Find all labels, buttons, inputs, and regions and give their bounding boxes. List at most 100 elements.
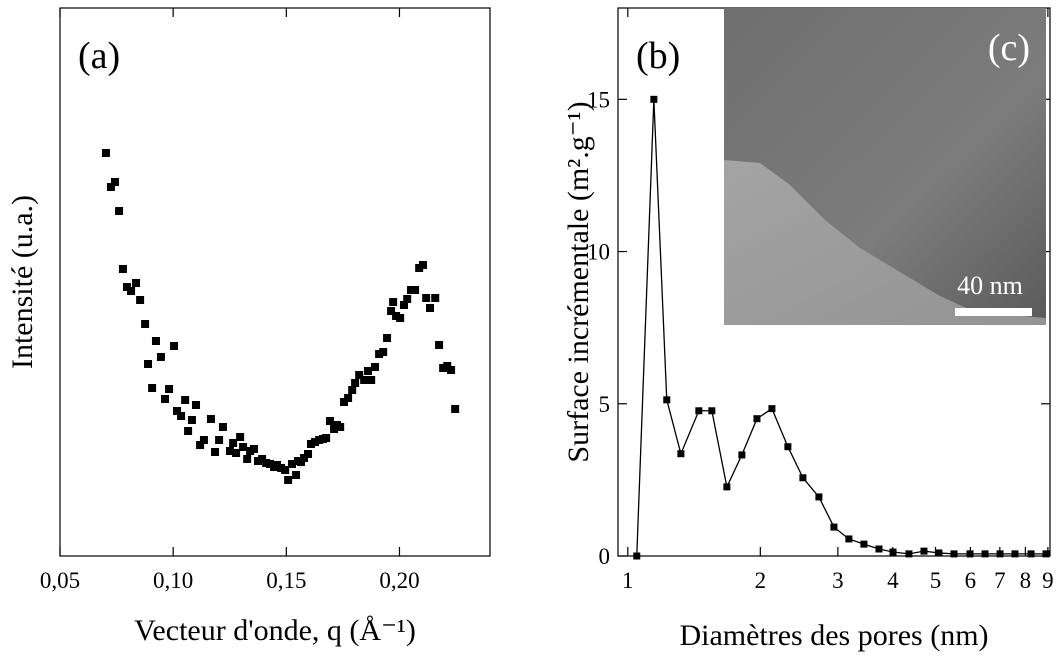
data-point: [677, 450, 685, 458]
data-point: [439, 364, 448, 372]
data-point: [127, 287, 136, 295]
data-point: [996, 550, 1004, 558]
y-tick-label: 10: [587, 240, 610, 265]
data-point: [173, 407, 182, 415]
data-point: [435, 341, 444, 349]
data-point: [411, 286, 420, 294]
data-point: [106, 183, 115, 191]
data-point: [738, 451, 746, 459]
data-point: [322, 434, 331, 442]
data-point: [695, 407, 703, 415]
scale-bar: [955, 308, 1032, 316]
data-point: [196, 441, 205, 449]
data-point: [277, 464, 286, 472]
data-point: [768, 405, 776, 413]
data-point: [355, 371, 364, 379]
data-point: [371, 363, 380, 371]
data-point: [375, 350, 384, 358]
data-point: [306, 440, 315, 448]
data-point: [192, 401, 201, 409]
data-point: [340, 398, 349, 406]
data-point: [1011, 550, 1019, 558]
data-point: [815, 493, 823, 501]
data-point: [348, 386, 357, 394]
data-point: [367, 376, 376, 384]
x-tick-label: 7: [994, 568, 1006, 593]
data-point: [379, 348, 388, 356]
plots: 0,05 0,10 0,15 0,20 (a) Vecteur d'onde, q (Å⁻…: [6, 7, 1054, 652]
scale-bar-label: 40 nm: [957, 271, 1023, 300]
data-point: [187, 416, 196, 424]
data-point: [110, 178, 119, 186]
data-point: [351, 379, 360, 387]
x-axis-label: Diamètres des pores (nm): [679, 619, 988, 652]
data-point: [156, 353, 165, 361]
data-point: [784, 443, 792, 451]
data-point: [396, 314, 405, 322]
data-point: [392, 312, 401, 320]
y-axis-label: Intensité (u.a.): [6, 195, 39, 369]
data-point: [218, 423, 227, 431]
x-tick-label: 6: [965, 568, 977, 593]
x-tick-label: 8: [1020, 568, 1032, 593]
data-point: [708, 407, 716, 415]
x-tick-label: 0,15: [266, 568, 306, 593]
data-point: [118, 265, 127, 273]
x-tick-label: 2: [755, 568, 767, 593]
x-axis-label: Vecteur d'onde, q (Å⁻¹): [134, 614, 416, 647]
data-point: [151, 337, 160, 345]
data-point: [287, 460, 296, 468]
data-point: [633, 552, 641, 560]
data-point: [258, 455, 267, 463]
data-point: [215, 436, 224, 444]
data-point: [311, 438, 320, 446]
data-point: [389, 298, 398, 306]
data-point: [753, 415, 761, 423]
data-point: [299, 454, 308, 462]
data-point: [249, 445, 258, 453]
data-point: [132, 279, 141, 287]
data-point: [966, 550, 974, 558]
panel-label: (b): [636, 35, 680, 77]
data-point: [860, 540, 868, 548]
data-point: [663, 396, 671, 404]
data-point: [304, 450, 313, 458]
x-tick-label: 4: [887, 568, 899, 593]
data-point: [1042, 550, 1050, 558]
data-point: [920, 547, 928, 555]
inset-image: 40 nm (c): [724, 8, 1046, 325]
data-point: [181, 396, 190, 404]
data-point: [407, 286, 416, 294]
data-point: [101, 149, 110, 157]
data-point: [177, 412, 186, 420]
data-point: [723, 483, 731, 491]
data-point: [1027, 550, 1035, 558]
data-point: [325, 417, 334, 425]
inset-label: (c): [988, 27, 1030, 69]
data-point: [239, 443, 248, 451]
data-point: [383, 334, 392, 342]
data-point: [650, 95, 658, 103]
data-point: [364, 367, 373, 375]
data-point: [875, 545, 883, 553]
data-point: [273, 461, 282, 469]
data-point: [426, 304, 435, 312]
y-tick-label: 15: [587, 87, 610, 112]
data-point: [799, 474, 807, 482]
data-point: [845, 535, 853, 543]
plot-frame: [59, 7, 491, 557]
data-point: [935, 549, 943, 557]
data-point: [284, 476, 293, 484]
x-tick-label: 1: [622, 568, 634, 593]
data-point: [199, 436, 208, 444]
data-point: [830, 523, 838, 531]
x-tick-label: 9: [1042, 568, 1054, 593]
y-axis-label: Surface incrémentale (m².g⁻¹): [562, 101, 595, 462]
x-tick-label: 5: [930, 568, 942, 593]
data-point: [115, 207, 124, 215]
data-point: [292, 471, 301, 479]
data-point: [889, 548, 897, 556]
data-point: [165, 385, 174, 393]
data-point: [236, 433, 245, 441]
